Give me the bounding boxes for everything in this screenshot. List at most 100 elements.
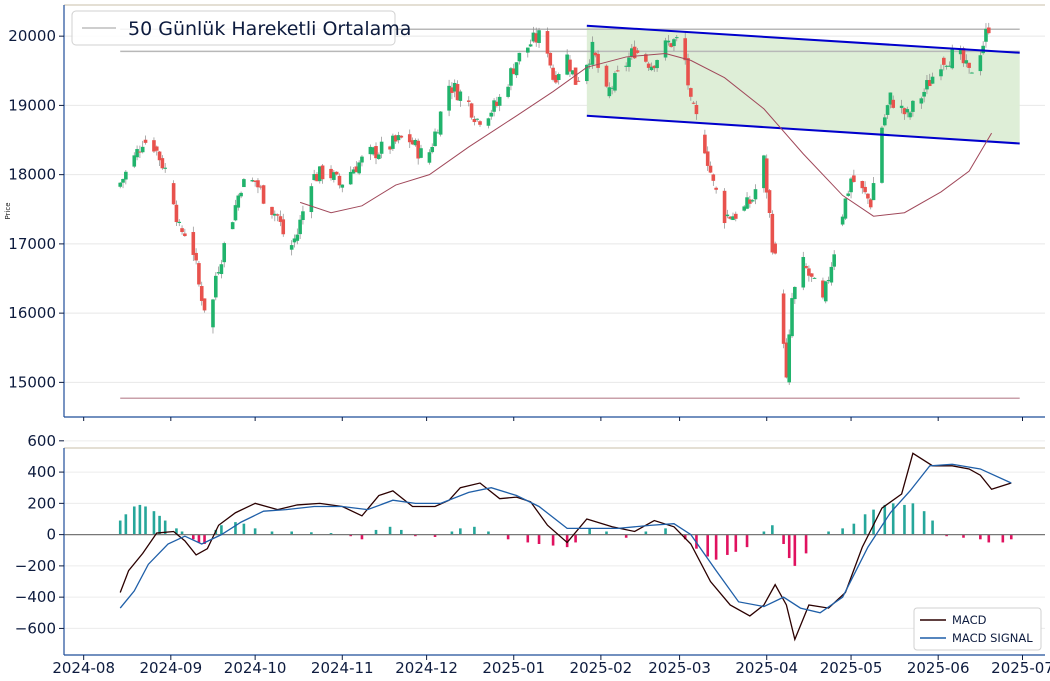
candle-body <box>371 147 375 155</box>
macd-histogram-bar <box>526 534 530 543</box>
macd-histogram-bar <box>450 531 454 535</box>
macd-histogram-bar <box>551 534 555 546</box>
candle-body <box>672 39 676 47</box>
macd-histogram-bar <box>588 528 591 535</box>
x-tick-label: 2024-09 <box>139 659 202 677</box>
candle-body <box>565 54 569 75</box>
candle-body <box>278 216 283 222</box>
candle-body <box>447 85 451 111</box>
candle-body <box>388 146 392 150</box>
candle-body <box>281 219 286 235</box>
candle-body <box>885 105 890 115</box>
macd-histogram-bar <box>891 503 895 535</box>
candle-body <box>197 263 201 285</box>
candle-body <box>593 52 598 56</box>
candle-body <box>430 146 435 153</box>
candle-body <box>866 193 870 199</box>
macd-histogram-bar <box>197 534 201 543</box>
x-tick-label: 2025-01 <box>482 659 545 677</box>
candle-body <box>646 63 651 68</box>
candle-body <box>334 171 339 175</box>
macd-histogram-bar <box>192 534 195 540</box>
candle-body <box>368 146 373 155</box>
candle-body <box>315 173 319 182</box>
candle-body <box>939 69 943 77</box>
macd-y-tick-label: −600 <box>15 619 56 637</box>
macd-histogram-bar <box>827 531 830 535</box>
candle-body <box>587 63 592 65</box>
candle-body <box>174 204 179 223</box>
x-tick-label: 2024-12 <box>395 659 458 677</box>
macd-histogram-bar <box>852 523 856 535</box>
candle-body <box>191 232 196 255</box>
candle-body <box>882 117 887 126</box>
candle-body <box>469 103 474 118</box>
candle-body <box>871 183 876 201</box>
candle-body <box>922 91 926 97</box>
candle-body <box>292 238 297 243</box>
candle-body <box>132 155 137 167</box>
macd-histogram-bar <box>329 533 333 535</box>
candle-body <box>731 216 735 221</box>
candle-body <box>301 211 305 220</box>
candle-body <box>140 146 145 153</box>
macd-histogram-bar <box>762 531 766 535</box>
candle-body <box>714 187 718 190</box>
macd-histogram-bar <box>400 529 403 535</box>
macd-histogram-bar <box>414 534 417 537</box>
candle-body <box>880 127 884 183</box>
candle-body <box>256 180 260 188</box>
candle-body <box>183 233 187 237</box>
candle-body <box>649 66 654 71</box>
candle-body <box>663 40 668 58</box>
candle-body <box>163 167 167 169</box>
price-y-tick-label: 19000 <box>8 96 56 114</box>
candle-body <box>986 27 991 34</box>
candle-body <box>525 47 530 53</box>
candle-body <box>762 155 766 189</box>
candle-body <box>273 213 277 216</box>
macd-y-tick-label: −400 <box>15 588 56 606</box>
candle-body <box>823 281 828 302</box>
candle-body <box>438 111 443 135</box>
candle-body <box>517 52 522 62</box>
candle-body <box>357 162 361 174</box>
macd-histogram-bar <box>911 503 915 535</box>
candle-body <box>613 73 617 91</box>
macd-histogram-bar <box>945 534 948 537</box>
macd-histogram-bar <box>203 534 206 544</box>
candle-body <box>154 146 159 151</box>
candle-body <box>576 80 581 82</box>
candle-body <box>927 80 932 87</box>
price-panel: 15000 16000 17000 18000 19000 20000 Price 50 Gü… <box>4 4 1045 421</box>
macd-histogram-bar <box>242 523 246 535</box>
x-tick-label: 2025-07 <box>991 659 1050 677</box>
candle-body <box>199 286 204 301</box>
candle-body <box>534 33 539 43</box>
candle-body <box>978 55 983 72</box>
macd-legend-label: MACD SIGNAL <box>952 631 1033 645</box>
candle-body <box>157 151 162 161</box>
macd-histogram-bar <box>132 506 136 535</box>
candle-body <box>984 28 988 42</box>
price-y-axis-label: Price <box>4 202 12 219</box>
candle-body <box>312 174 316 181</box>
candle-body <box>632 46 637 59</box>
candle-body <box>843 198 848 219</box>
candle-body <box>967 62 971 68</box>
candle-body <box>784 342 789 378</box>
macd-histogram-bar <box>537 534 541 544</box>
candle-body <box>629 48 634 57</box>
macd-y-tick-label: 400 <box>27 463 56 481</box>
candle-body <box>497 96 502 106</box>
candle-body <box>829 266 834 283</box>
macd-histogram-bar <box>683 534 687 540</box>
macd-histogram-bar <box>979 534 982 540</box>
macd-histogram-bar <box>220 525 223 535</box>
candle-body <box>925 80 929 90</box>
candle-body <box>722 190 727 224</box>
candle-body <box>944 65 949 67</box>
macd-histogram-bar <box>931 520 934 535</box>
candle-body <box>691 102 696 104</box>
